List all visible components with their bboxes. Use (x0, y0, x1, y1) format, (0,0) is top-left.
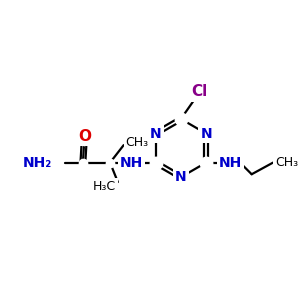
Text: Cl: Cl (191, 84, 207, 99)
Text: N: N (175, 170, 187, 184)
Text: NH: NH (219, 156, 242, 170)
Text: NH₂: NH₂ (22, 156, 52, 170)
Text: O: O (78, 129, 91, 144)
Text: CH₃: CH₃ (275, 156, 298, 169)
Text: H₃C: H₃C (93, 180, 116, 194)
Text: N: N (150, 127, 161, 140)
Text: N: N (200, 127, 212, 140)
Text: CH₃: CH₃ (126, 136, 149, 149)
Text: NH: NH (120, 156, 143, 170)
